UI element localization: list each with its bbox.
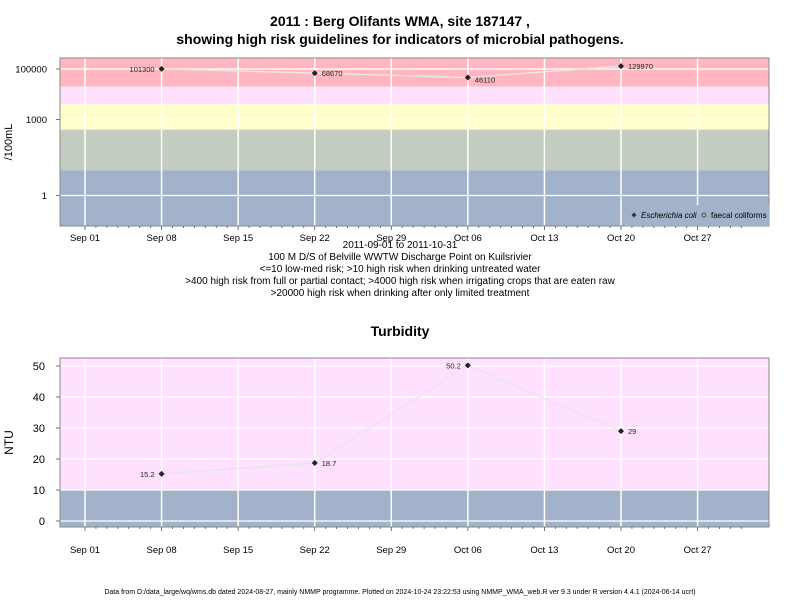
x-tick-label: Sep 08 [147,233,177,244]
legend-fc-marker [701,212,707,218]
turbidity-series-line [161,364,622,475]
x-tick-label: Oct 06 [454,545,482,556]
grid-lines [60,358,769,527]
turbidity-point [158,470,165,477]
x-tick-label: Sep 01 [70,233,100,244]
x-tick-label: Sep 01 [70,545,100,556]
plot-frame [59,357,770,528]
ecoli-data-label: 46110 [475,76,495,85]
risk-band [60,58,769,87]
risk-note-3: >20000 high risk when drinking after onl… [270,288,530,299]
risk-band [60,358,769,490]
x-tick-label: Oct 13 [530,545,558,556]
ecoli-point [618,63,624,70]
risk-band [60,86,769,105]
y-tick-label: 20 [33,454,45,466]
x-tick-label: Sep 08 [147,545,177,556]
turbidity-point [311,460,318,467]
grid-lines [60,58,769,226]
risk-bands [60,358,769,527]
chart-title-line1: 2011 : Berg Olifants WMA, site 187147 , [270,13,530,29]
ecoli-data-label: 101300 [130,65,155,74]
ecoli-point [158,65,165,72]
site-description: 100 M D/S of Belville WWTW Discharge Poi… [268,252,532,263]
turbidity-data-label: 18.7 [322,459,337,468]
x-tick-label: Sep 15 [223,545,253,556]
chart-title-line2: showing high risk guidelines for indicat… [176,31,624,47]
risk-band [60,129,769,171]
y-tick-label: 100000 [15,65,47,76]
x-tick-label: Sep 29 [376,233,406,244]
y-tick-label: 1000 [26,115,47,126]
x-tick-label: Oct 27 [684,545,712,556]
y-tick-label: 40 [33,392,45,404]
turbidity-point [464,362,471,369]
x-tick-label: Sep 22 [300,233,330,244]
turbidity-data-label: 50.2 [446,361,461,370]
x-tick-label: Oct 27 [684,233,712,244]
footer-note: Data from D:/data_large/wq/wms.db dated … [104,589,696,596]
x-tick-label: Oct 20 [607,545,635,556]
x-tick-label: Oct 20 [607,233,635,244]
ecoli-point [464,74,471,81]
x-tick-label: Oct 06 [454,233,482,244]
ecoli-data-label: 129970 [628,62,653,71]
y-axis-label: /100mL [3,124,15,161]
turbidity-title: Turbidity [370,323,430,339]
y-tick-label: 10 [33,485,45,497]
legend-ecoli-marker [631,212,637,218]
ecoli-point [311,70,318,77]
turbidity-data-label: 15.2 [140,470,155,479]
y-tick-label: 30 [33,423,45,435]
x-tick-label: Sep 22 [300,545,330,556]
turbidity-point [618,428,624,435]
plot-frame [59,57,770,227]
y-tick-label: 50 [33,361,45,373]
risk-band [60,104,769,130]
y-axis-label: NTU [2,430,16,455]
turbidity-data-label: 29 [628,427,636,436]
ecoli-series-line [161,65,622,79]
legend: Escherichia coli faecal coliforms [624,205,769,226]
risk-bands [60,58,769,226]
y-tick-label: 1 [42,191,47,202]
y-tick-label: 0 [39,516,45,528]
risk-note-2: >400 high risk from full or partial cont… [185,276,615,287]
risk-note-1: <=10 low-med risk; >10 high risk when dr… [259,264,541,275]
x-tick-label: Oct 13 [530,233,558,244]
x-tick-label: Sep 29 [376,545,406,556]
legend-box [624,205,769,226]
legend-fc-label: faecal coliforms [711,211,767,220]
ecoli-data-label: 68670 [322,69,343,78]
x-tick-label: Sep 15 [223,233,253,244]
date-range-label: 2011-09-01 to 2011-10-31 [342,240,458,251]
legend-ecoli-label: Escherichia coli [641,211,697,220]
